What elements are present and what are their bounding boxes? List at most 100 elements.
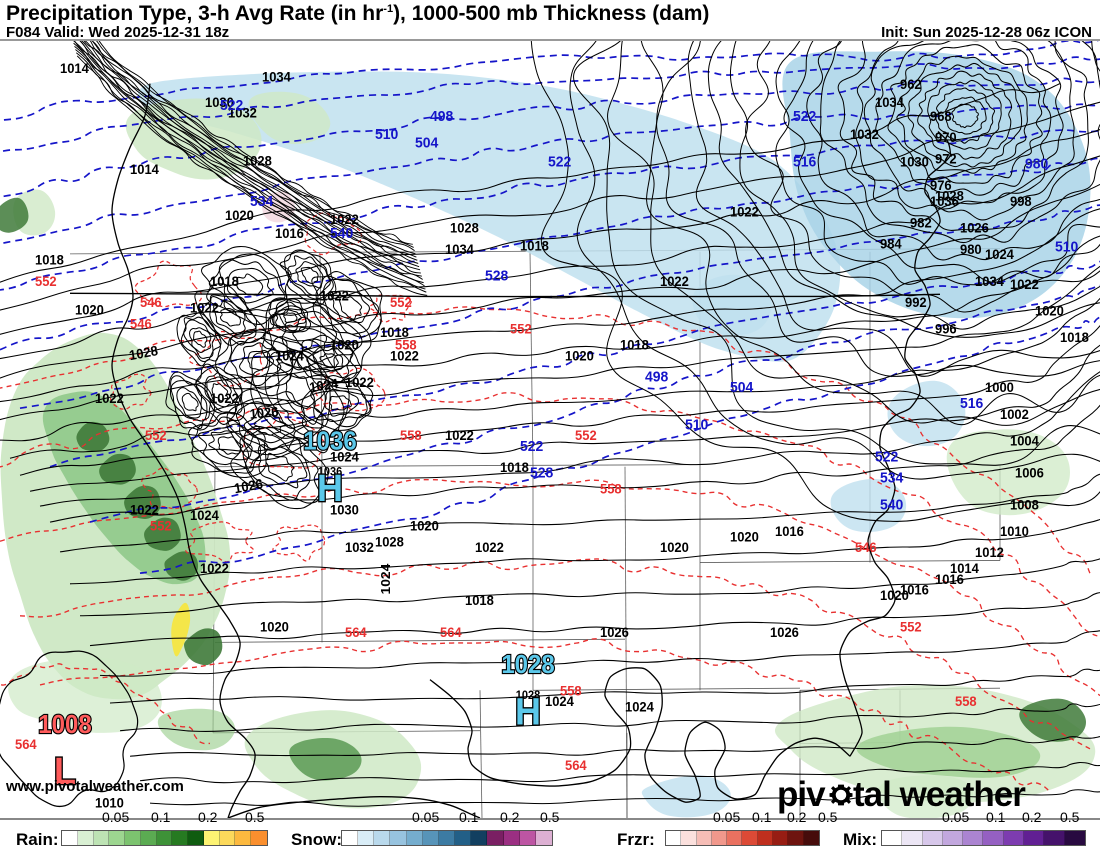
- svg-text:1018: 1018: [35, 252, 64, 267]
- svg-text:552: 552: [900, 619, 922, 634]
- svg-text:534: 534: [880, 470, 903, 486]
- svg-text:1030: 1030: [900, 154, 929, 169]
- svg-text:1024: 1024: [985, 247, 1014, 262]
- svg-text:1026: 1026: [600, 625, 629, 640]
- svg-text:1020: 1020: [410, 518, 439, 533]
- svg-text:510: 510: [1055, 239, 1078, 255]
- svg-text:1018: 1018: [210, 273, 239, 288]
- svg-text:1028: 1028: [450, 220, 479, 235]
- svg-text:522: 522: [875, 449, 898, 465]
- svg-text:1020: 1020: [660, 540, 689, 555]
- svg-text:1022: 1022: [660, 273, 689, 288]
- svg-text:564: 564: [345, 625, 367, 640]
- svg-text:1024: 1024: [378, 563, 393, 594]
- svg-text:1034: 1034: [875, 95, 904, 110]
- svg-text:552: 552: [150, 518, 172, 533]
- svg-text:1028: 1028: [501, 652, 555, 680]
- svg-text:564: 564: [565, 758, 587, 773]
- svg-text:510: 510: [375, 127, 398, 143]
- svg-text:1026: 1026: [249, 404, 279, 422]
- svg-text:1022: 1022: [210, 391, 239, 406]
- svg-text:1020: 1020: [730, 529, 759, 544]
- svg-text:504: 504: [730, 380, 753, 396]
- svg-text:1022: 1022: [730, 204, 759, 219]
- svg-text:984: 984: [880, 236, 902, 251]
- svg-text:1020: 1020: [565, 348, 594, 363]
- svg-text:552: 552: [510, 321, 532, 336]
- svg-text:976: 976: [930, 178, 952, 193]
- svg-text:1002: 1002: [1000, 406, 1029, 421]
- svg-text:558: 558: [955, 694, 977, 709]
- svg-text:534: 534: [15, 41, 38, 45]
- svg-text:528: 528: [95, 41, 118, 45]
- svg-text:1020: 1020: [1035, 303, 1064, 318]
- svg-text:1024: 1024: [625, 699, 654, 714]
- svg-text:1022: 1022: [345, 375, 374, 390]
- svg-text:998: 998: [1010, 194, 1032, 209]
- svg-text:1014: 1014: [130, 162, 159, 177]
- svg-text:552: 552: [145, 428, 167, 443]
- svg-text:1032: 1032: [850, 127, 879, 142]
- svg-text:968: 968: [930, 108, 952, 123]
- svg-text:558: 558: [600, 481, 622, 496]
- svg-text:558: 558: [560, 683, 582, 698]
- svg-text:1018: 1018: [1060, 330, 1089, 345]
- svg-text:1004: 1004: [1010, 433, 1039, 448]
- svg-text:1018: 1018: [620, 337, 649, 352]
- svg-text:992: 992: [905, 295, 927, 310]
- svg-text:1020: 1020: [75, 302, 104, 317]
- svg-text:528: 528: [485, 268, 508, 284]
- svg-text:516: 516: [793, 154, 816, 170]
- svg-text:564: 564: [440, 625, 462, 640]
- svg-text:540: 540: [880, 497, 903, 513]
- svg-text:522: 522: [793, 108, 816, 124]
- svg-text:1014: 1014: [60, 61, 89, 76]
- svg-text:1008: 1008: [1010, 497, 1039, 512]
- svg-text:498: 498: [645, 369, 668, 385]
- svg-text:972: 972: [935, 151, 957, 166]
- svg-text:1016: 1016: [900, 582, 929, 597]
- svg-text:H: H: [515, 689, 541, 732]
- svg-text:558: 558: [400, 428, 422, 443]
- svg-text:962: 962: [900, 77, 922, 92]
- svg-text:1000: 1000: [985, 380, 1014, 395]
- svg-text:1018: 1018: [465, 593, 494, 608]
- svg-text:540: 540: [330, 226, 353, 242]
- svg-text:510: 510: [685, 417, 708, 433]
- svg-text:534: 534: [250, 194, 273, 210]
- svg-text:982: 982: [910, 215, 932, 230]
- svg-text:522: 522: [520, 438, 543, 454]
- svg-text:1026: 1026: [960, 220, 989, 235]
- svg-text:558: 558: [395, 337, 417, 352]
- svg-text:522: 522: [548, 154, 571, 170]
- svg-text:1022: 1022: [475, 540, 504, 555]
- svg-text:546: 546: [140, 295, 162, 310]
- svg-text:1032: 1032: [345, 540, 374, 555]
- svg-text:1020: 1020: [330, 337, 359, 352]
- svg-text:980: 980: [960, 242, 982, 257]
- svg-text:552: 552: [575, 428, 597, 443]
- svg-text:498: 498: [430, 108, 453, 124]
- svg-text:1024: 1024: [275, 348, 304, 363]
- svg-text:1022: 1022: [95, 391, 124, 406]
- svg-text:1014: 1014: [950, 561, 979, 576]
- svg-text:528: 528: [530, 465, 553, 481]
- svg-text:1012: 1012: [975, 545, 1004, 560]
- svg-text:1034: 1034: [975, 273, 1004, 288]
- svg-text:552: 552: [35, 273, 57, 288]
- svg-text:1016: 1016: [275, 226, 304, 241]
- svg-text:1036: 1036: [303, 428, 356, 456]
- svg-text:1022: 1022: [320, 288, 349, 303]
- svg-text:1018: 1018: [520, 238, 549, 253]
- svg-text:H: H: [317, 466, 343, 509]
- svg-text:1034: 1034: [262, 69, 291, 84]
- svg-text:996: 996: [935, 321, 957, 336]
- svg-text:1010: 1010: [1000, 524, 1029, 539]
- svg-text:1022: 1022: [130, 502, 159, 517]
- svg-text:980: 980: [1025, 156, 1048, 172]
- svg-text:1026: 1026: [770, 625, 799, 640]
- svg-text:552: 552: [390, 295, 412, 310]
- svg-text:1022: 1022: [200, 561, 229, 576]
- svg-text:1006: 1006: [1015, 465, 1044, 480]
- svg-text:1034: 1034: [445, 242, 474, 257]
